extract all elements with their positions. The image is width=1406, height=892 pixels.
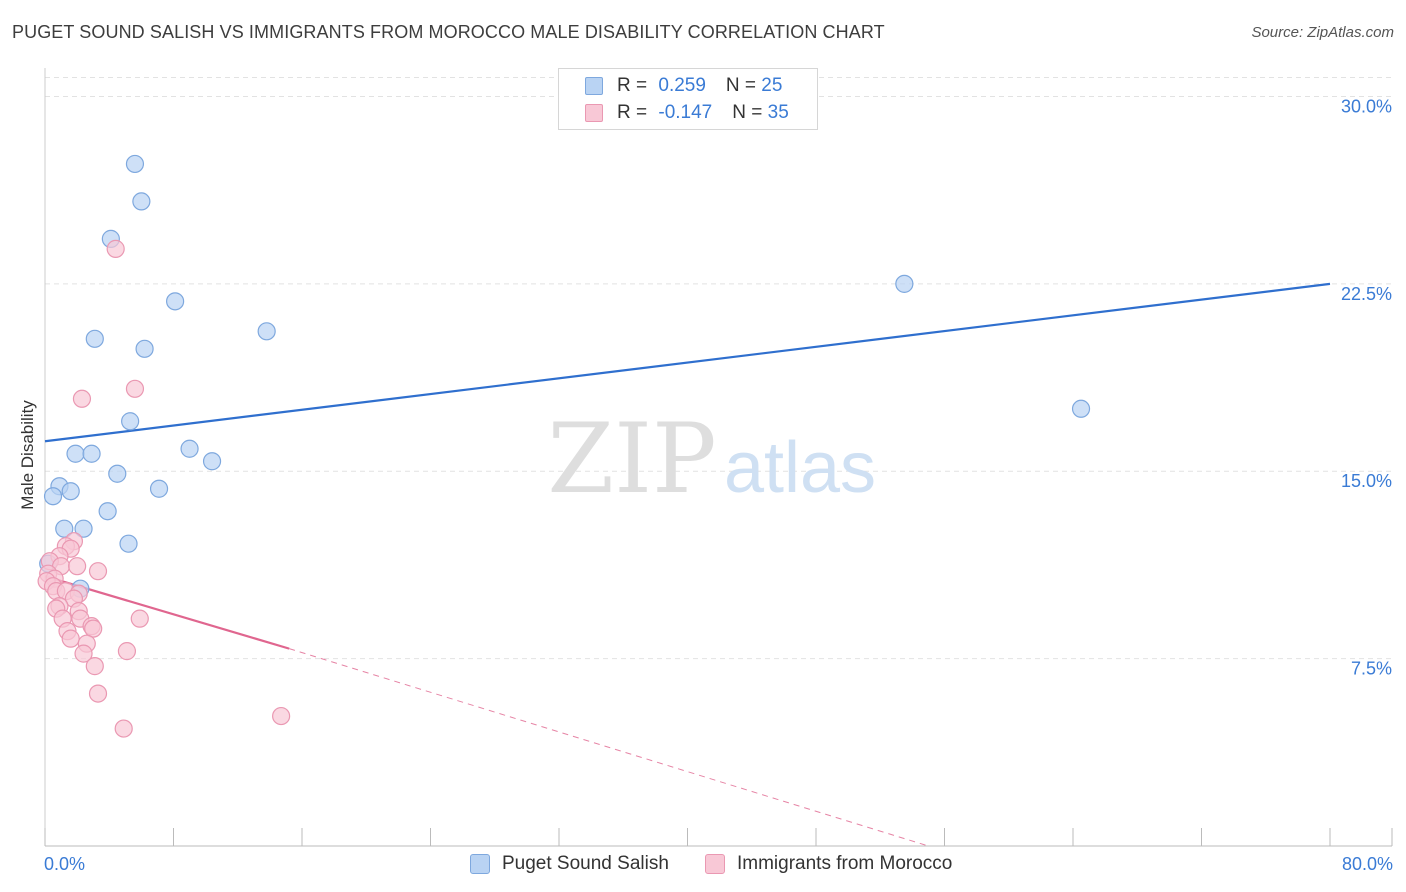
point-immigrants-from-morocco [114, 719, 133, 738]
point-puget-sound-salish [1071, 399, 1091, 418]
trend-line-puget-sound-salish [44, 282, 1331, 443]
point-puget-sound-salish [180, 439, 199, 458]
point-puget-sound-salish [85, 329, 104, 348]
point-puget-sound-salish [66, 444, 85, 463]
y-tick-label: 7.5% [1351, 659, 1392, 679]
legend-swatch-pink [585, 104, 603, 122]
point-immigrants-from-morocco [88, 562, 108, 581]
data-points [37, 154, 1091, 738]
point-puget-sound-salish [895, 274, 914, 293]
point-immigrants-from-morocco [84, 619, 103, 638]
y-tick-label: 30.0% [1341, 96, 1392, 116]
point-immigrants-from-morocco [74, 644, 93, 663]
legend-r-value: 0.259 [658, 75, 706, 96]
y-axis-title: Male Disability [18, 400, 37, 510]
legend-n-label: N = [732, 102, 768, 123]
point-puget-sound-salish [61, 482, 80, 501]
legend-label: Immigrants from Morocco [737, 853, 953, 874]
point-puget-sound-salish [132, 192, 151, 211]
y-tick-labels: 7.5% 15.0% 22.5% 30.0% [1341, 96, 1392, 678]
legend-n-value: 25 [761, 75, 783, 96]
point-puget-sound-salish [125, 154, 145, 174]
point-puget-sound-salish [135, 339, 154, 358]
point-puget-sound-salish [202, 452, 222, 471]
series-legend: Puget Sound Salish Immigrants from Moroc… [0, 850, 1406, 878]
trend-lines [44, 282, 1331, 847]
legend-swatch-blue [585, 77, 603, 95]
legend-r-value: -0.147 [658, 102, 713, 123]
legend-r-label: R = [617, 102, 653, 123]
point-immigrants-from-morocco [117, 642, 137, 661]
watermark-zip: ZIP [547, 403, 716, 515]
point-puget-sound-salish [119, 534, 138, 553]
point-puget-sound-salish [108, 464, 127, 483]
legend-swatch-blue [470, 854, 490, 874]
point-puget-sound-salish [55, 519, 74, 538]
point-immigrants-from-morocco [272, 706, 291, 726]
y-tick-label: 22.5% [1341, 284, 1392, 304]
point-puget-sound-salish [257, 322, 276, 341]
watermark-atlas: atlas [724, 428, 876, 508]
watermark: ZIP atlas [547, 403, 876, 515]
point-puget-sound-salish [82, 444, 101, 463]
point-immigrants-from-morocco [130, 609, 149, 628]
point-puget-sound-salish [98, 502, 117, 521]
legend-n-value: 35 [767, 102, 789, 123]
chart-title: PUGET SOUND SALISH VS IMMIGRANTS FROM MO… [12, 22, 885, 42]
legend-n-label: N = [725, 75, 762, 96]
point-puget-sound-salish [74, 519, 93, 538]
trend-line-extension [289, 648, 929, 847]
x-tick-labels: 0.0% 80.0% [44, 854, 1393, 874]
point-puget-sound-salish [149, 479, 169, 498]
point-puget-sound-salish [43, 487, 63, 506]
point-immigrants-from-morocco [106, 239, 125, 258]
point-puget-sound-salish [121, 412, 140, 431]
point-puget-sound-salish [166, 292, 185, 311]
x-axis [44, 68, 1393, 847]
legend-label: Puget Sound Salish [502, 853, 669, 874]
y-tick-label: 15.0% [1341, 471, 1392, 491]
grid-lines [45, 76, 1392, 660]
x-tick-label: 0.0% [44, 854, 85, 874]
source-label: Source: ZipAtlas.com [1251, 24, 1394, 41]
x-tick-label: 80.0% [1342, 854, 1393, 874]
point-immigrants-from-morocco [68, 557, 87, 576]
point-immigrants-from-morocco [125, 379, 145, 398]
point-immigrants-from-morocco [88, 684, 108, 703]
legend-swatch-pink [705, 854, 725, 874]
point-immigrants-from-morocco [85, 657, 104, 676]
point-immigrants-from-morocco [61, 629, 80, 648]
legend-r-label: R = [617, 75, 653, 96]
point-immigrants-from-morocco [72, 389, 92, 408]
stats-legend: R = 0.259 N = 25 R = -0.147 N = 35 [558, 68, 818, 130]
